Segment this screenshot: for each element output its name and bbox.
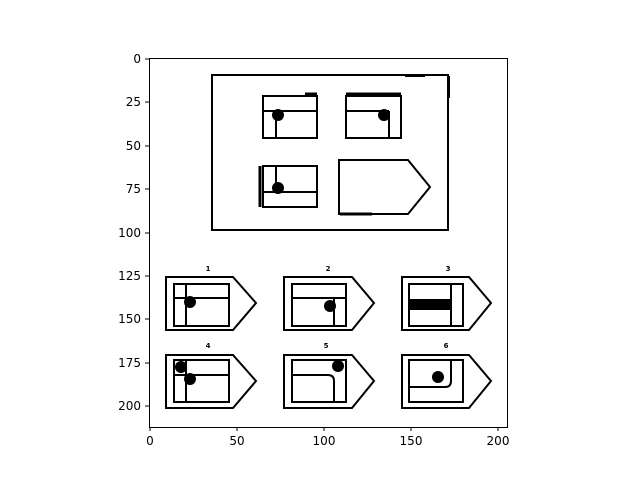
dot-marker	[432, 371, 444, 383]
axes-frame	[149, 58, 508, 428]
option-5[interactable]: 5	[283, 342, 376, 409]
dot-marker	[184, 296, 196, 308]
y-tick-label: 25	[126, 95, 141, 109]
option-number: 1	[206, 265, 211, 273]
option-curve	[409, 360, 452, 388]
prompt-cell-1	[262, 92, 318, 139]
y-tick-label: 125	[118, 269, 141, 283]
option-inner-rect	[291, 283, 347, 327]
dot-marker	[272, 109, 284, 121]
option-number: 3	[446, 265, 451, 273]
option-1[interactable]: 1	[165, 265, 258, 331]
x-tick-label: 0	[146, 434, 154, 448]
dot-marker	[272, 182, 284, 194]
x-axis	[149, 427, 499, 431]
blank-pentagon	[338, 159, 432, 215]
dot-marker	[175, 361, 187, 373]
option-6[interactable]: 6	[401, 342, 493, 409]
option-3[interactable]: 3	[401, 265, 493, 331]
y-tick-label: 100	[118, 226, 141, 240]
option-inner-rect	[173, 359, 230, 403]
option-inner-rect	[291, 359, 347, 403]
option-4[interactable]: 4	[165, 342, 258, 409]
option-number: 4	[206, 342, 211, 350]
option-number: 5	[324, 342, 329, 350]
dot-marker	[378, 109, 390, 121]
y-tick-label: 200	[118, 399, 141, 413]
bar-marker	[409, 299, 451, 310]
prompt-cell-2	[345, 92, 402, 139]
option-inner-rect	[173, 283, 230, 327]
y-axis	[145, 58, 149, 407]
dot-marker	[332, 360, 344, 372]
option-number: 6	[444, 342, 449, 350]
option-pentagon	[165, 276, 258, 331]
x-tick-label: 200	[487, 434, 510, 448]
option-pentagon	[401, 276, 493, 331]
dot-marker	[324, 300, 336, 312]
y-tick-label: 50	[126, 139, 141, 153]
option-pentagon	[283, 354, 376, 409]
option-pentagon	[283, 276, 376, 331]
option-inner-rect	[408, 359, 464, 403]
x-tick-label: 100	[313, 434, 336, 448]
prompt-frame	[211, 74, 449, 231]
dot-marker	[184, 373, 196, 385]
option-pentagon	[165, 354, 258, 409]
x-tick-label: 150	[400, 434, 423, 448]
option-pentagon	[401, 354, 493, 409]
option-number: 2	[326, 265, 331, 273]
prompt-cell-3	[258, 165, 318, 208]
y-tick-label: 75	[126, 182, 141, 196]
option-2[interactable]: 2	[283, 265, 376, 331]
x-tick-label: 50	[229, 434, 244, 448]
prompt-panel	[211, 74, 450, 231]
y-tick-label: 175	[118, 356, 141, 370]
y-tick-label: 0	[133, 52, 141, 66]
y-tick-label: 150	[118, 312, 141, 326]
option-curve	[292, 374, 335, 402]
